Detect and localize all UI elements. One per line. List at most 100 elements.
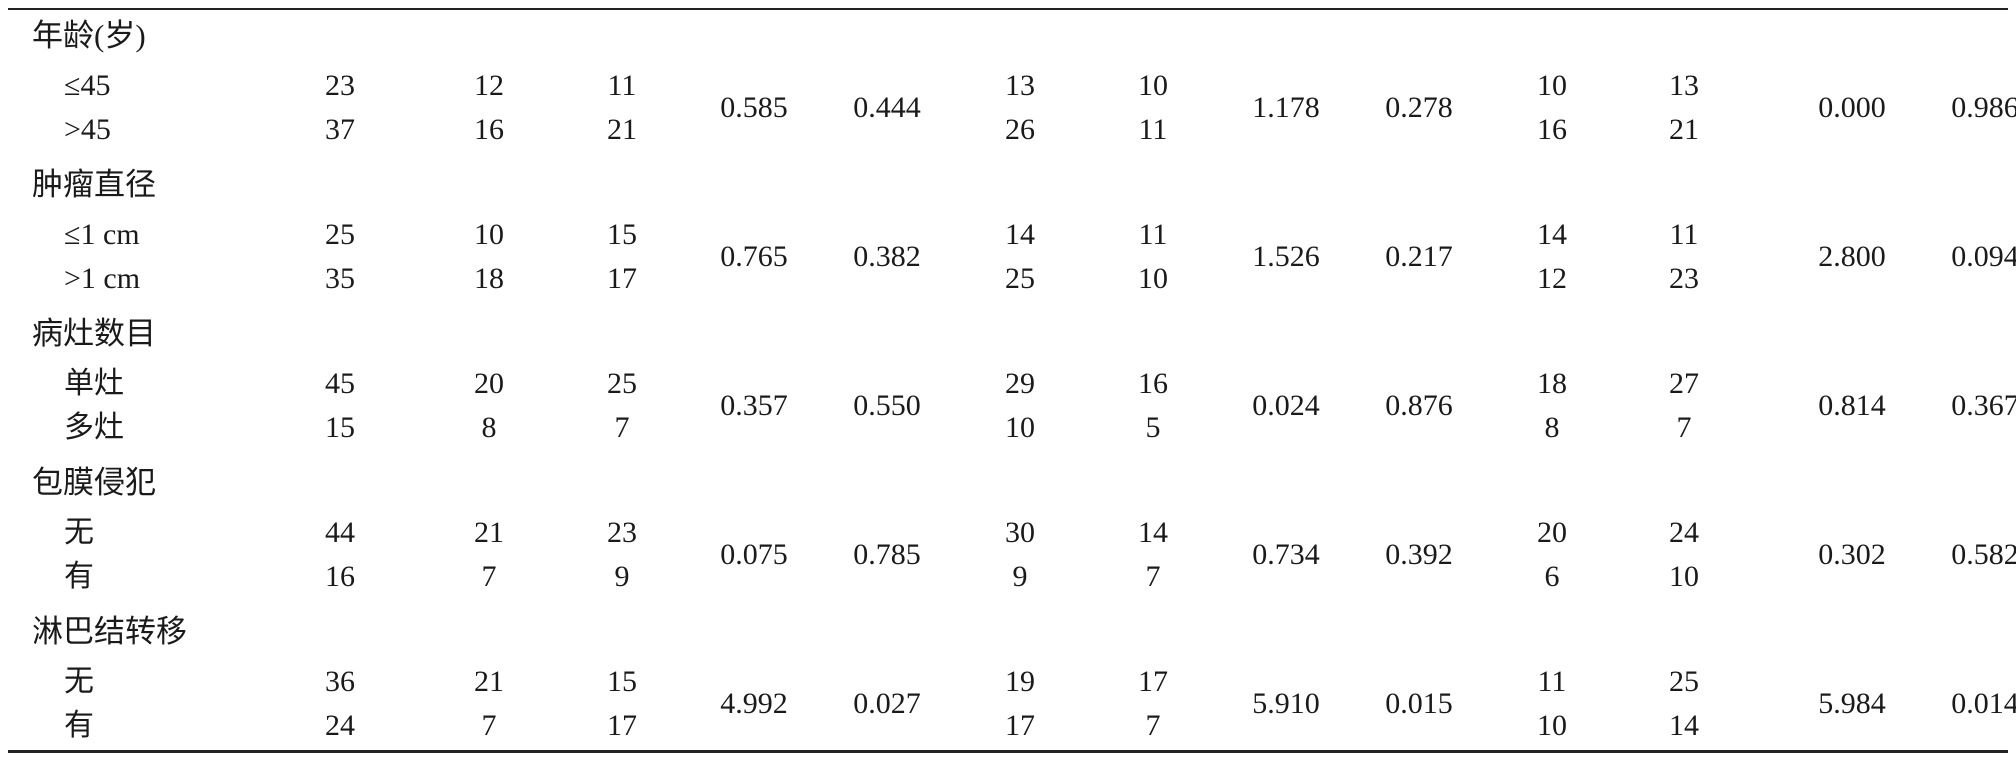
- stat-cell: 0.024: [1252, 389, 1320, 422]
- count-cell: 13: [1669, 69, 1699, 102]
- stat-cell: 1.526: [1252, 240, 1320, 273]
- stat-cell: 0.734: [1252, 538, 1320, 571]
- stat-cell: 0.094: [1951, 240, 2016, 273]
- count-cell: 7: [481, 709, 497, 742]
- count-cell: 35: [325, 262, 355, 295]
- stat-cell: 0.444: [853, 91, 921, 124]
- stat-cell: 0.278: [1385, 91, 1453, 124]
- count-cell: 14: [1138, 516, 1168, 549]
- row-label: ≤1 cm: [64, 218, 140, 251]
- count-cell: 12: [1537, 262, 1567, 295]
- stat-cell: 0.075: [720, 538, 788, 571]
- count-cell: 45: [325, 367, 355, 400]
- count-cell: 17: [607, 262, 637, 295]
- count-cell: 24: [1669, 516, 1699, 549]
- count-cell: 14: [1669, 709, 1699, 742]
- stat-cell: 2.800: [1818, 240, 1886, 273]
- stat-cell: 5.910: [1252, 687, 1320, 720]
- row-label: >1 cm: [64, 262, 141, 295]
- count-cell: 16: [325, 560, 355, 593]
- stat-cell: 0.014: [1951, 687, 2016, 720]
- stat-cell: 0.015: [1385, 687, 1453, 720]
- stat-cell: 0.585: [720, 91, 788, 124]
- stat-cell: 0.582: [1951, 538, 2016, 571]
- count-cell: 9: [614, 560, 630, 593]
- count-cell: 24: [325, 709, 355, 742]
- count-cell: 19: [1005, 665, 1035, 698]
- count-cell: 5: [1145, 411, 1161, 444]
- table-bottom-rule: [8, 750, 2008, 753]
- count-cell: 37: [325, 113, 355, 146]
- count-cell: 10: [1669, 560, 1699, 593]
- count-cell: 6: [1544, 560, 1560, 593]
- stat-cell: 0.392: [1385, 538, 1453, 571]
- count-cell: 10: [1138, 262, 1168, 295]
- row-label: 多灶: [64, 411, 124, 444]
- count-cell: 10: [1537, 69, 1567, 102]
- count-cell: 10: [1537, 709, 1567, 742]
- count-cell: 25: [607, 367, 637, 400]
- row-label: >45: [64, 113, 111, 146]
- count-cell: 26: [1005, 113, 1035, 146]
- group-label: 包膜侵犯: [32, 465, 156, 500]
- stat-cell: 0.785: [853, 538, 921, 571]
- group-label: 病灶数目: [32, 316, 156, 351]
- count-cell: 25: [1669, 665, 1699, 698]
- count-cell: 23: [325, 69, 355, 102]
- count-cell: 27: [1669, 367, 1699, 400]
- count-cell: 17: [607, 709, 637, 742]
- stat-cell: 0.382: [853, 240, 921, 273]
- count-cell: 7: [1145, 709, 1161, 742]
- count-cell: 14: [1537, 218, 1567, 251]
- count-cell: 16: [474, 113, 504, 146]
- count-cell: 7: [481, 560, 497, 593]
- stat-cell: 0.217: [1385, 240, 1453, 273]
- count-cell: 11: [607, 69, 637, 102]
- stat-cell: 0.765: [720, 240, 788, 273]
- stat-cell: 0.367: [1951, 389, 2016, 422]
- count-cell: 8: [1544, 411, 1560, 444]
- row-label: ≤45: [64, 69, 111, 102]
- count-cell: 16: [1537, 113, 1567, 146]
- stat-cell: 4.992: [720, 687, 788, 720]
- count-cell: 7: [1145, 560, 1161, 593]
- count-cell: 18: [474, 262, 504, 295]
- count-cell: 21: [607, 113, 637, 146]
- stat-cell: 0.302: [1818, 538, 1886, 571]
- count-cell: 29: [1005, 367, 1035, 400]
- stat-cell: 0.027: [853, 687, 921, 720]
- group-label: 肿瘤直径: [32, 167, 156, 202]
- count-cell: 44: [325, 516, 355, 549]
- count-cell: 10: [1138, 69, 1168, 102]
- stat-cell: 0.000: [1818, 91, 1886, 124]
- count-cell: 7: [614, 411, 630, 444]
- count-cell: 30: [1005, 516, 1035, 549]
- group-label: 年龄(岁): [32, 18, 146, 53]
- count-cell: 13: [1005, 69, 1035, 102]
- count-cell: 25: [1005, 262, 1035, 295]
- count-cell: 16: [1138, 367, 1168, 400]
- count-cell: 12: [474, 69, 504, 102]
- count-cell: 11: [1138, 113, 1168, 146]
- count-cell: 11: [1669, 218, 1699, 251]
- stat-cell: 0.357: [720, 389, 788, 422]
- count-cell: 25: [325, 218, 355, 251]
- count-cell: 17: [1138, 665, 1168, 698]
- stat-cell: 0.814: [1818, 389, 1886, 422]
- count-cell: 15: [607, 665, 637, 698]
- row-label: 无: [64, 516, 94, 549]
- count-cell: 8: [481, 411, 497, 444]
- count-cell: 11: [1138, 218, 1168, 251]
- count-cell: 21: [1669, 113, 1699, 146]
- count-cell: 10: [1005, 411, 1035, 444]
- stat-cell: 0.550: [853, 389, 921, 422]
- table-top-rule: [8, 8, 2008, 10]
- stat-cell: 5.984: [1818, 687, 1886, 720]
- count-cell: 23: [607, 516, 637, 549]
- row-label: 有: [64, 709, 94, 742]
- count-cell: 21: [474, 516, 504, 549]
- count-cell: 14: [1005, 218, 1035, 251]
- count-cell: 17: [1005, 709, 1035, 742]
- row-label: 单灶: [64, 367, 124, 400]
- count-cell: 20: [1537, 516, 1567, 549]
